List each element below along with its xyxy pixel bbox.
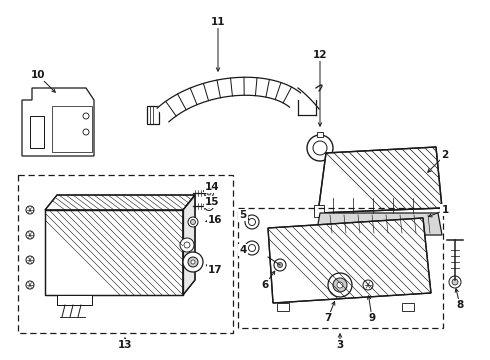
- Circle shape: [328, 273, 352, 297]
- Circle shape: [333, 278, 347, 292]
- Polygon shape: [45, 195, 195, 210]
- Bar: [314, 205, 324, 217]
- Circle shape: [188, 257, 198, 267]
- Circle shape: [274, 259, 286, 271]
- Circle shape: [245, 241, 259, 255]
- Polygon shape: [22, 88, 94, 156]
- Circle shape: [337, 282, 343, 288]
- Polygon shape: [45, 210, 183, 295]
- Circle shape: [26, 231, 34, 239]
- Bar: [57, 295, 92, 305]
- Circle shape: [207, 191, 211, 195]
- Text: 16: 16: [208, 215, 222, 225]
- Text: 4: 4: [239, 245, 246, 255]
- Circle shape: [26, 206, 34, 214]
- Text: 10: 10: [31, 70, 45, 80]
- Circle shape: [363, 280, 373, 290]
- Circle shape: [180, 238, 194, 252]
- Polygon shape: [268, 218, 431, 303]
- Polygon shape: [157, 77, 300, 122]
- Text: 13: 13: [118, 340, 132, 350]
- Polygon shape: [183, 195, 195, 295]
- Text: 15: 15: [205, 197, 219, 207]
- Circle shape: [204, 202, 214, 211]
- Bar: [402, 303, 414, 311]
- Circle shape: [207, 204, 211, 208]
- Text: 12: 12: [313, 50, 327, 60]
- Circle shape: [26, 281, 34, 289]
- Bar: [317, 132, 323, 137]
- Bar: [238, 208, 443, 328]
- Circle shape: [277, 262, 283, 267]
- Circle shape: [188, 217, 198, 227]
- Polygon shape: [316, 213, 442, 235]
- Circle shape: [452, 279, 458, 285]
- Text: 8: 8: [456, 300, 464, 310]
- Circle shape: [191, 220, 196, 225]
- Polygon shape: [318, 147, 442, 213]
- Circle shape: [183, 252, 203, 272]
- Text: 1: 1: [441, 205, 449, 215]
- Text: 7: 7: [324, 313, 332, 323]
- Circle shape: [245, 215, 259, 229]
- Circle shape: [191, 260, 195, 264]
- Text: 11: 11: [211, 17, 225, 27]
- Bar: [18, 175, 233, 333]
- Text: 3: 3: [336, 340, 343, 350]
- Text: 2: 2: [441, 150, 449, 160]
- Circle shape: [204, 189, 214, 198]
- Circle shape: [449, 276, 461, 288]
- Text: 9: 9: [368, 313, 375, 323]
- Text: 14: 14: [205, 182, 220, 192]
- Circle shape: [26, 256, 34, 264]
- Bar: [277, 303, 289, 311]
- Polygon shape: [147, 106, 159, 124]
- Circle shape: [307, 135, 333, 161]
- Text: 6: 6: [261, 280, 269, 290]
- Text: 17: 17: [208, 265, 222, 275]
- Text: 5: 5: [240, 210, 246, 220]
